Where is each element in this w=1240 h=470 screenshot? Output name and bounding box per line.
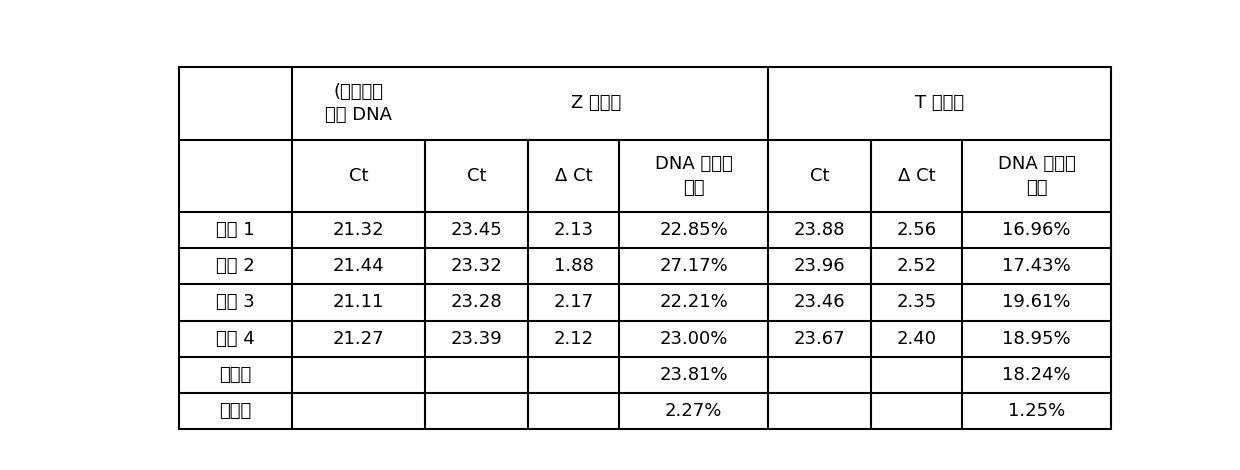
Text: 21.44: 21.44 (332, 257, 384, 275)
Text: 18.24%: 18.24% (1002, 366, 1071, 384)
Text: Ct: Ct (810, 167, 830, 185)
Text: 1.88: 1.88 (553, 257, 594, 275)
Text: 23.32: 23.32 (450, 257, 502, 275)
Text: DNA 相对回
收率: DNA 相对回 收率 (998, 155, 1075, 196)
Text: 2.17: 2.17 (553, 293, 594, 312)
Text: 21.27: 21.27 (332, 329, 384, 348)
Text: 27.17%: 27.17% (660, 257, 728, 275)
Text: Ct: Ct (348, 167, 368, 185)
Text: Z 试剂盒: Z 试剂盒 (572, 94, 621, 112)
Text: 21.32: 21.32 (332, 221, 384, 239)
Text: Ct: Ct (466, 167, 486, 185)
Text: 重复 3: 重复 3 (216, 293, 255, 312)
Text: 23.96: 23.96 (794, 257, 846, 275)
Text: 2.56: 2.56 (897, 221, 936, 239)
Text: 2.12: 2.12 (553, 329, 594, 348)
Text: 2.35: 2.35 (897, 293, 936, 312)
Text: T 试剂盒: T 试剂盒 (915, 94, 965, 112)
Text: 2.13: 2.13 (553, 221, 594, 239)
Text: 23.81%: 23.81% (660, 366, 728, 384)
Text: 平均値: 平均値 (219, 366, 252, 384)
Text: 22.85%: 22.85% (660, 221, 728, 239)
Text: 19.61%: 19.61% (1002, 293, 1071, 312)
Text: 23.00%: 23.00% (660, 329, 728, 348)
Text: 2.40: 2.40 (897, 329, 936, 348)
Text: 23.88: 23.88 (794, 221, 846, 239)
Text: 23.67: 23.67 (794, 329, 846, 348)
Text: DNA 相对回
收率: DNA 相对回 收率 (655, 155, 733, 196)
Text: 2.52: 2.52 (897, 257, 936, 275)
Text: 标准差: 标准差 (219, 402, 252, 420)
Text: 17.43%: 17.43% (1002, 257, 1071, 275)
Text: 重复 4: 重复 4 (216, 329, 255, 348)
Text: 23.45: 23.45 (450, 221, 502, 239)
Text: 23.28: 23.28 (450, 293, 502, 312)
Text: 1.25%: 1.25% (1008, 402, 1065, 420)
Text: 重复 2: 重复 2 (216, 257, 255, 275)
Text: 16.96%: 16.96% (1002, 221, 1071, 239)
Text: 22.21%: 22.21% (660, 293, 728, 312)
Text: 18.95%: 18.95% (1002, 329, 1071, 348)
Text: Δ Ct: Δ Ct (898, 167, 935, 185)
Text: 23.39: 23.39 (450, 329, 502, 348)
Text: 2.27%: 2.27% (665, 402, 723, 420)
Text: 23.46: 23.46 (794, 293, 846, 312)
Text: Δ Ct: Δ Ct (554, 167, 593, 185)
Text: 21.11: 21.11 (334, 293, 384, 312)
Text: (对照）未
处理 DNA: (对照）未 处理 DNA (325, 83, 392, 124)
Text: 重复 1: 重复 1 (217, 221, 255, 239)
